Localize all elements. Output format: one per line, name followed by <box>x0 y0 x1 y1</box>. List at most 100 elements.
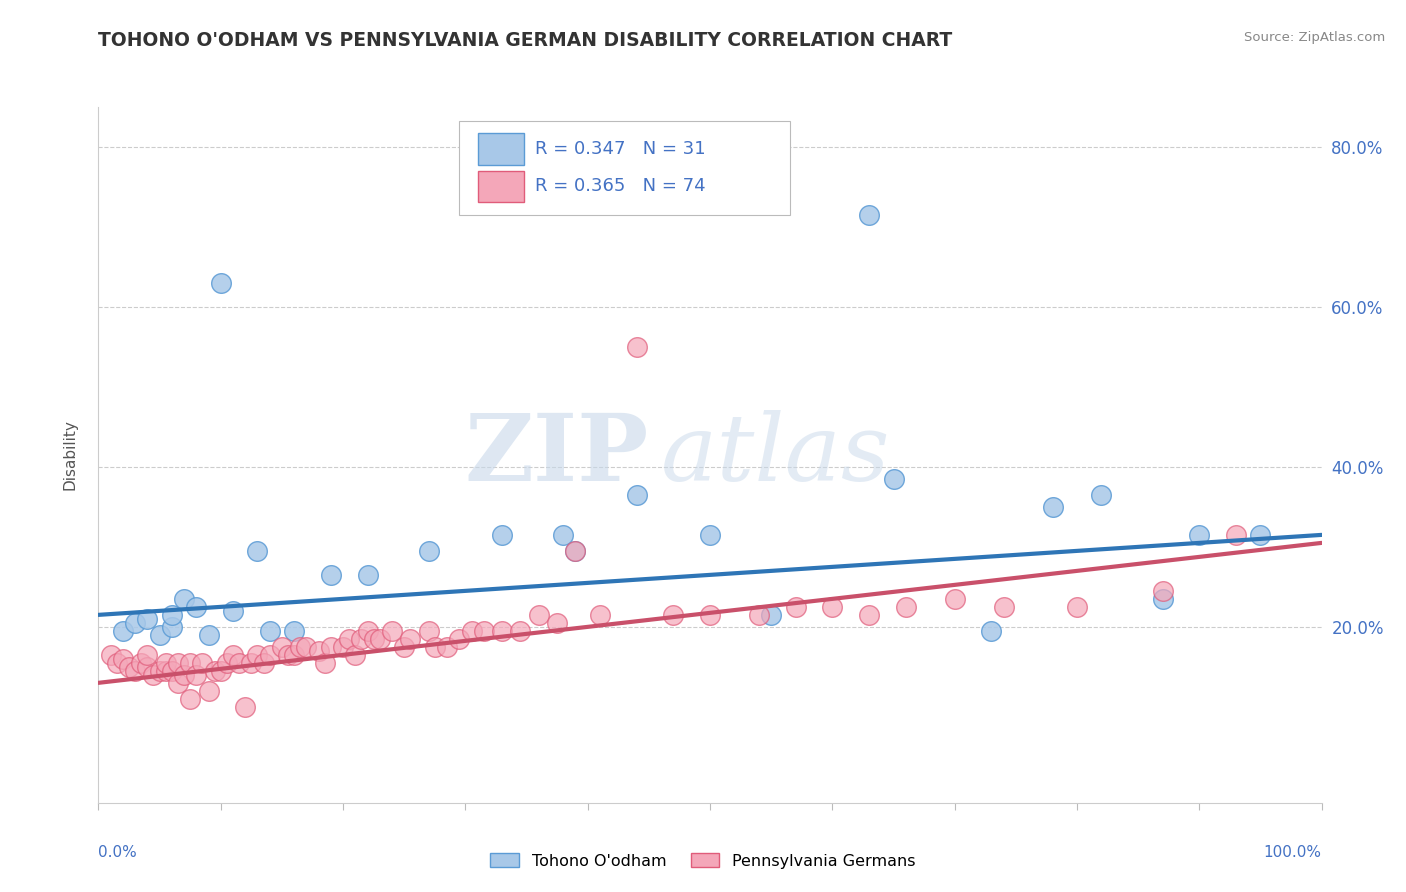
Point <box>233 699 256 714</box>
Point <box>699 528 721 542</box>
Point <box>626 488 648 502</box>
Bar <box>478 134 524 165</box>
Point <box>160 664 183 678</box>
Point <box>883 472 905 486</box>
Point <box>449 632 471 646</box>
Point <box>332 640 354 654</box>
Point <box>149 628 172 642</box>
Point <box>246 544 269 558</box>
Point <box>943 591 966 606</box>
Text: atlas: atlas <box>661 410 890 500</box>
Point <box>124 664 146 678</box>
Point <box>160 620 183 634</box>
Point <box>509 624 531 638</box>
Point <box>1066 599 1088 614</box>
Point <box>105 656 128 670</box>
Text: TOHONO O'ODHAM VS PENNSYLVANIA GERMAN DISABILITY CORRELATION CHART: TOHONO O'ODHAM VS PENNSYLVANIA GERMAN DI… <box>98 31 953 50</box>
Point <box>436 640 458 654</box>
Point <box>491 624 513 638</box>
Point <box>858 208 880 222</box>
Point <box>155 664 177 678</box>
Point <box>491 528 513 542</box>
Point <box>368 632 391 646</box>
Y-axis label: Disability: Disability <box>63 419 77 491</box>
Point <box>290 640 312 654</box>
Point <box>527 607 550 622</box>
Point <box>259 624 281 638</box>
Point <box>173 668 195 682</box>
Point <box>142 668 165 682</box>
Point <box>149 664 172 678</box>
Point <box>222 648 245 662</box>
Point <box>173 591 195 606</box>
Point <box>270 640 294 654</box>
Point <box>344 648 367 662</box>
Point <box>350 632 373 646</box>
Point <box>785 599 807 614</box>
Text: ZIP: ZIP <box>464 410 650 500</box>
Point <box>215 656 238 670</box>
Text: R = 0.347   N = 31: R = 0.347 N = 31 <box>536 140 706 158</box>
Point <box>155 656 177 670</box>
Point <box>662 607 685 622</box>
Text: 0.0%: 0.0% <box>98 845 138 860</box>
Point <box>418 624 440 638</box>
Point <box>821 599 844 614</box>
Point <box>136 612 159 626</box>
Point <box>209 664 232 678</box>
Point <box>136 648 159 662</box>
Point <box>1042 500 1064 514</box>
Point <box>472 624 495 638</box>
Point <box>626 340 648 354</box>
Point <box>337 632 360 646</box>
Point <box>111 652 134 666</box>
Bar <box>478 171 524 202</box>
Point <box>191 656 214 670</box>
Point <box>111 624 134 638</box>
Point <box>283 624 305 638</box>
Point <box>124 615 146 630</box>
Point <box>1188 528 1211 542</box>
Text: 100.0%: 100.0% <box>1264 845 1322 860</box>
Point <box>100 648 122 662</box>
Point <box>179 656 201 670</box>
Point <box>308 644 330 658</box>
Point <box>980 624 1002 638</box>
Point <box>1090 488 1112 502</box>
Point <box>761 607 783 622</box>
Point <box>392 640 416 654</box>
Point <box>222 604 245 618</box>
Point <box>129 656 152 670</box>
Point <box>204 664 226 678</box>
Point <box>356 624 378 638</box>
Point <box>748 607 770 622</box>
Text: R = 0.365   N = 74: R = 0.365 N = 74 <box>536 177 706 194</box>
Point <box>564 544 586 558</box>
Point <box>167 676 190 690</box>
Point <box>314 656 336 670</box>
Point <box>1152 583 1174 598</box>
Point <box>277 648 299 662</box>
Point <box>319 640 342 654</box>
Legend: Tohono O'odham, Pennsylvania Germans: Tohono O'odham, Pennsylvania Germans <box>484 847 922 875</box>
Point <box>259 648 281 662</box>
Point <box>186 599 208 614</box>
Point <box>1225 528 1247 542</box>
Point <box>167 656 190 670</box>
Point <box>319 567 342 582</box>
Point <box>589 607 612 622</box>
Point <box>356 567 378 582</box>
Point <box>283 648 305 662</box>
FancyBboxPatch shape <box>460 121 790 215</box>
Point <box>894 599 917 614</box>
Point <box>197 628 219 642</box>
Point <box>209 276 232 290</box>
Text: Source: ZipAtlas.com: Source: ZipAtlas.com <box>1244 31 1385 45</box>
Point <box>363 632 385 646</box>
Point <box>418 544 440 558</box>
Point <box>252 656 274 670</box>
Point <box>118 660 141 674</box>
Point <box>553 528 575 542</box>
Point <box>197 683 219 698</box>
Point <box>858 607 880 622</box>
